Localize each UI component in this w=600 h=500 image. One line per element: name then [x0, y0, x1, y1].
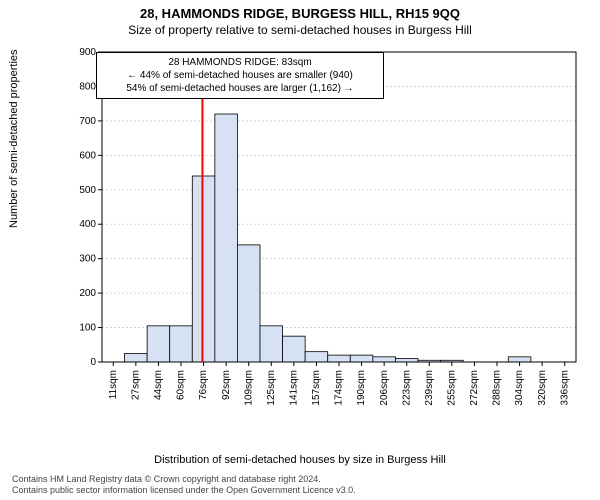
svg-text:400: 400: [79, 219, 96, 230]
footer-line1: Contains HM Land Registry data © Crown c…: [12, 474, 356, 485]
footer-line2: Contains public sector information licen…: [12, 485, 356, 496]
y-axis-label: Number of semi-detached properties: [8, 49, 20, 228]
svg-text:500: 500: [79, 185, 96, 196]
svg-text:76sqm: 76sqm: [198, 370, 209, 400]
svg-text:239sqm: 239sqm: [424, 370, 435, 406]
svg-text:206sqm: 206sqm: [379, 370, 390, 406]
svg-text:200: 200: [79, 288, 96, 299]
svg-text:11sqm: 11sqm: [108, 370, 119, 399]
svg-text:800: 800: [79, 81, 96, 92]
svg-text:600: 600: [79, 150, 96, 161]
chart-subtitle: Size of property relative to semi-detach…: [0, 21, 600, 37]
histogram-plot: 0 100 200 300 400 500 600 700 800 900 11sqm 27sqm 44…: [68, 48, 580, 408]
svg-text:272sqm: 272sqm: [469, 370, 480, 406]
svg-text:174sqm: 174sqm: [334, 370, 345, 406]
chart-area: 0 100 200 300 400 500 600 700 800 900 11sqm 27sqm 44…: [68, 48, 580, 408]
svg-text:44sqm: 44sqm: [153, 370, 164, 400]
svg-text:900: 900: [79, 48, 96, 58]
svg-text:100: 100: [79, 323, 96, 334]
chart-title: 28, HAMMONDS RIDGE, BURGESS HILL, RH15 9…: [0, 0, 600, 21]
annotation-line3: 54% of semi-detached houses are larger (…: [103, 82, 377, 95]
svg-text:60sqm: 60sqm: [176, 370, 187, 400]
svg-text:190sqm: 190sqm: [356, 370, 367, 406]
svg-text:255sqm: 255sqm: [446, 370, 457, 406]
svg-text:141sqm: 141sqm: [288, 370, 299, 406]
annotation-line1: 28 HAMMONDS RIDGE: 83sqm: [103, 56, 377, 69]
svg-text:223sqm: 223sqm: [401, 370, 412, 406]
svg-text:336sqm: 336sqm: [559, 370, 570, 406]
svg-text:304sqm: 304sqm: [514, 370, 525, 406]
footer: Contains HM Land Registry data © Crown c…: [12, 474, 356, 496]
svg-text:92sqm: 92sqm: [221, 370, 232, 400]
svg-text:157sqm: 157sqm: [311, 370, 322, 406]
svg-text:0: 0: [90, 357, 96, 368]
annotation-line2: ← 44% of semi-detached houses are smalle…: [103, 69, 377, 82]
svg-text:288sqm: 288sqm: [492, 370, 503, 406]
annotation-box: 28 HAMMONDS RIDGE: 83sqm ← 44% of semi-d…: [96, 52, 384, 99]
svg-text:109sqm: 109sqm: [243, 370, 254, 406]
svg-text:320sqm: 320sqm: [537, 370, 548, 406]
svg-text:300: 300: [79, 254, 96, 265]
svg-text:125sqm: 125sqm: [266, 370, 277, 406]
svg-text:700: 700: [79, 116, 96, 127]
svg-text:27sqm: 27sqm: [130, 370, 141, 400]
x-axis-label: Distribution of semi-detached houses by …: [0, 454, 600, 466]
